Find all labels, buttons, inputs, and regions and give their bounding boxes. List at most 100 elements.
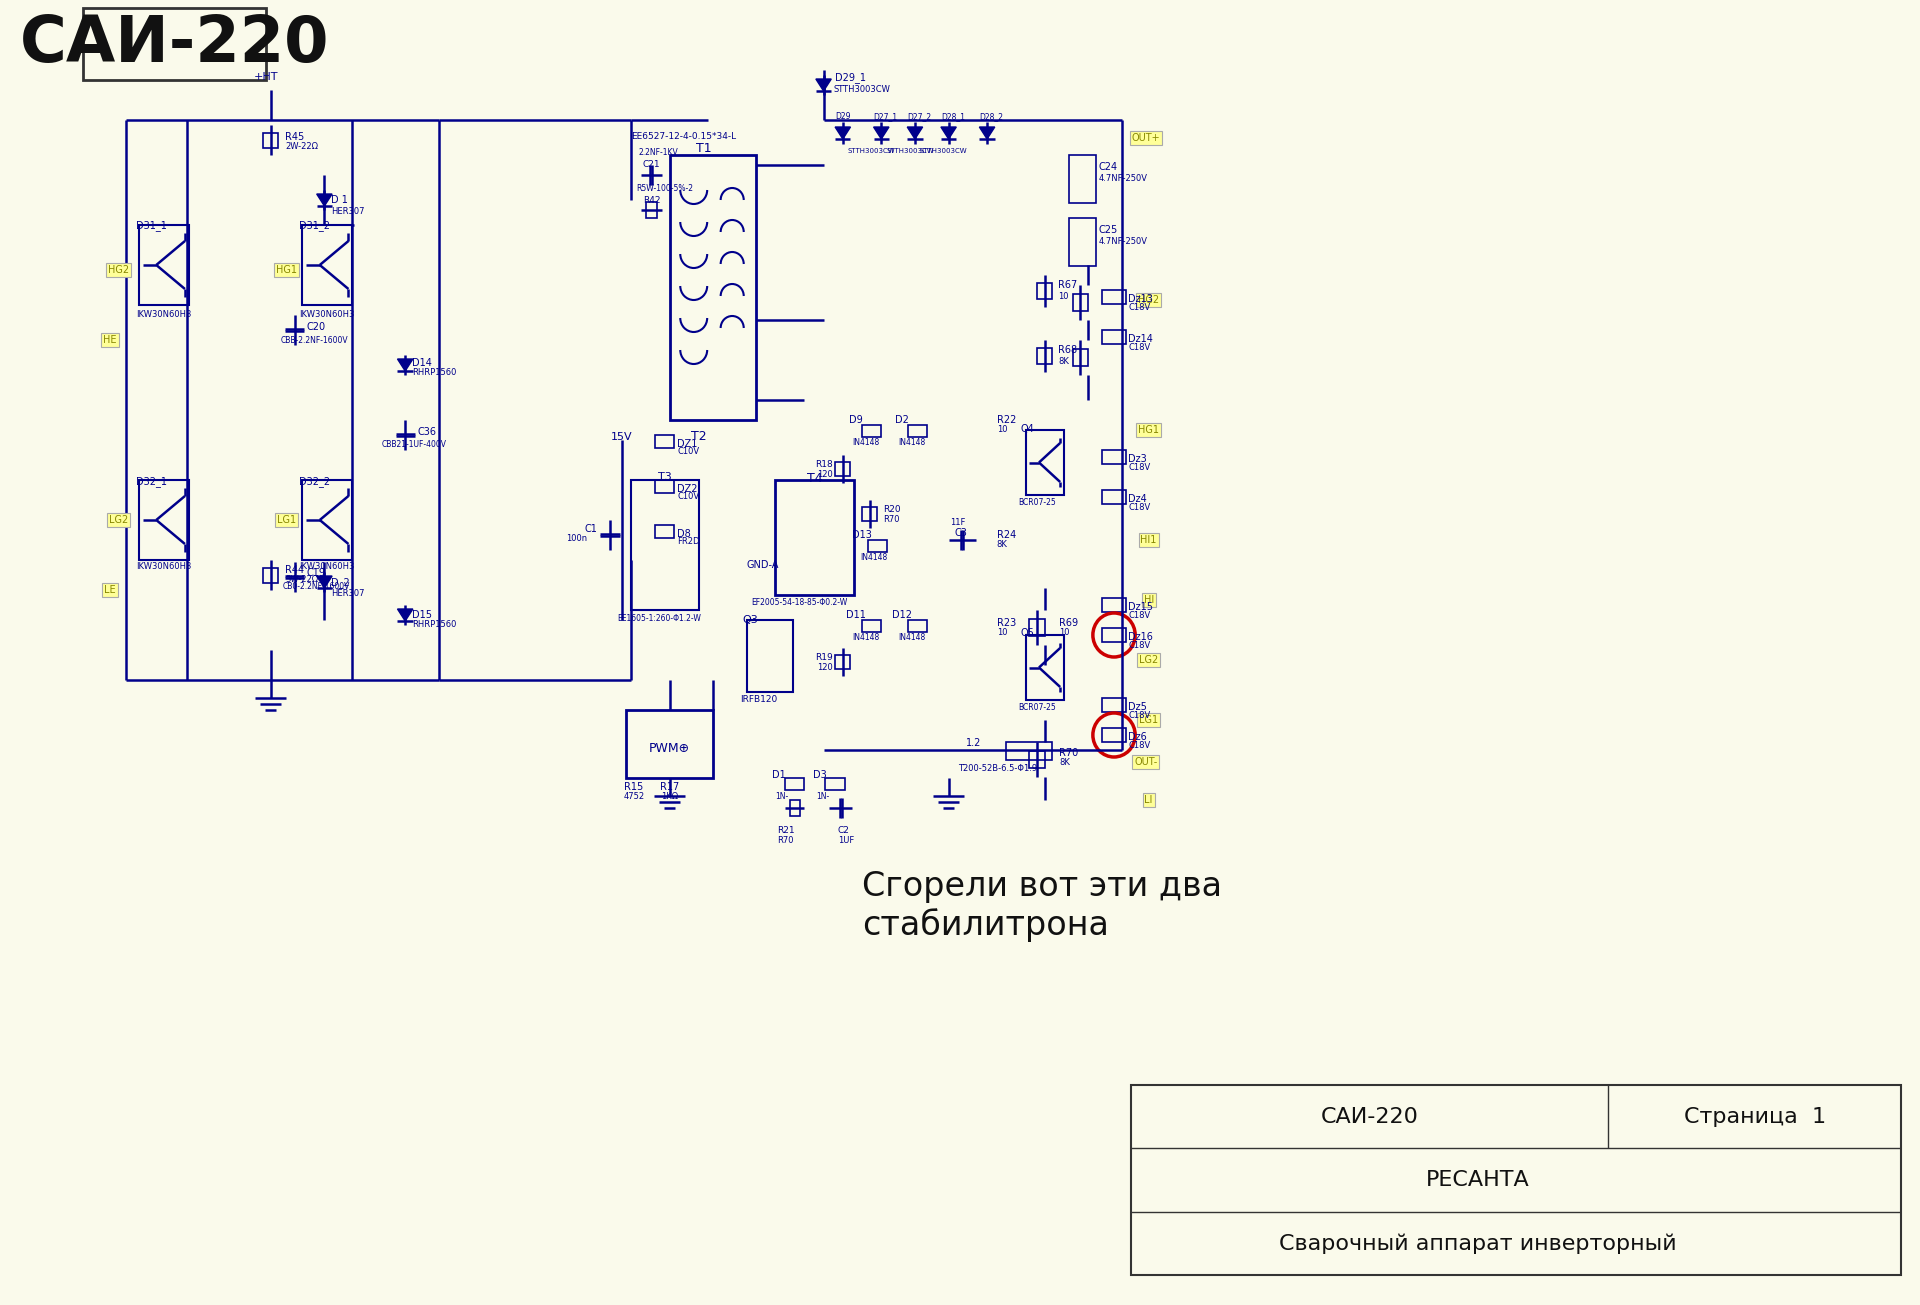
Text: 15V: 15V	[611, 432, 632, 442]
Bar	[138, 480, 188, 560]
Text: PWM⊕: PWM⊕	[649, 743, 691, 756]
Text: 11F: 11F	[950, 518, 966, 527]
Text: Dz15: Dz15	[1129, 602, 1154, 612]
Text: IKW30N60H3: IKW30N60H3	[300, 562, 355, 572]
Bar	[83, 8, 265, 80]
Bar	[1037, 283, 1052, 299]
Text: C18V: C18V	[1129, 711, 1150, 720]
Bar	[1102, 330, 1125, 345]
Bar	[868, 540, 887, 552]
Text: EE1605-1:260-Φ1.2-W: EE1605-1:260-Φ1.2-W	[616, 613, 701, 622]
Text: R42: R42	[643, 196, 660, 205]
Text: D29: D29	[835, 112, 851, 121]
Text: R70: R70	[1060, 748, 1079, 758]
Bar	[1102, 290, 1125, 304]
Text: Dz14: Dz14	[1129, 334, 1154, 345]
Text: 4.7NF-250V: 4.7NF-250V	[1098, 238, 1148, 247]
Bar	[1073, 348, 1089, 367]
Text: D3: D3	[812, 770, 828, 780]
Text: LI: LI	[1144, 795, 1152, 805]
Text: STTH3003CW: STTH3003CW	[847, 147, 895, 154]
Text: C24: C24	[1098, 162, 1117, 172]
Text: RHRP1560: RHRP1560	[413, 368, 457, 377]
Bar	[785, 778, 804, 790]
Text: IKW30N60H3: IKW30N60H3	[300, 311, 355, 318]
Text: LG2: LG2	[109, 515, 129, 525]
Bar	[1102, 450, 1125, 465]
Text: 1N-: 1N-	[816, 792, 829, 801]
Text: IKW30N60H3: IKW30N60H3	[136, 311, 192, 318]
Bar	[632, 480, 699, 609]
Text: HI1: HI1	[1140, 535, 1158, 545]
Polygon shape	[397, 359, 413, 371]
Bar	[1025, 431, 1064, 495]
Text: C18V: C18V	[1129, 343, 1150, 352]
Text: D 1: D 1	[330, 194, 348, 205]
Bar	[862, 620, 881, 632]
Bar	[747, 620, 793, 692]
Bar	[862, 425, 881, 437]
Bar	[1029, 619, 1044, 637]
Text: EF2005-54-18-85-Φ0.2-W: EF2005-54-18-85-Φ0.2-W	[751, 598, 849, 607]
Bar	[1037, 348, 1052, 364]
Text: D27_2: D27_2	[908, 112, 931, 121]
Text: CB0-2.2NF-1600V: CB0-2.2NF-1600V	[282, 582, 351, 591]
Bar	[1073, 294, 1089, 312]
Bar	[908, 620, 927, 632]
Text: R44: R44	[284, 565, 303, 576]
Text: C18V: C18V	[1129, 741, 1150, 750]
Text: C21: C21	[643, 161, 660, 170]
Text: 1KΩ: 1KΩ	[660, 792, 678, 801]
Text: HI: HI	[1144, 595, 1154, 606]
Text: D31_2: D31_2	[300, 221, 330, 231]
Text: STTH3003CW: STTH3003CW	[833, 85, 891, 94]
Text: D28_1: D28_1	[941, 112, 966, 121]
Bar	[655, 435, 674, 448]
Text: 8K: 8K	[1058, 358, 1069, 365]
Bar	[263, 568, 278, 582]
Text: Q3: Q3	[743, 615, 758, 625]
Text: R21: R21	[778, 826, 795, 835]
Text: BCR07-25: BCR07-25	[1018, 499, 1056, 508]
Text: 8K: 8K	[1060, 758, 1069, 767]
Text: R5W-100-5%-2: R5W-100-5%-2	[636, 184, 693, 193]
Text: D_2: D_2	[330, 577, 349, 589]
Text: RHRP1560: RHRP1560	[413, 620, 457, 629]
Text: C36: C36	[419, 427, 436, 437]
Bar	[1069, 218, 1096, 266]
Text: Dz3: Dz3	[1129, 454, 1148, 465]
Polygon shape	[397, 609, 413, 621]
Text: D31_1: D31_1	[136, 221, 167, 231]
Text: 1UF: 1UF	[837, 837, 854, 846]
Text: T1: T1	[695, 142, 710, 155]
Bar	[835, 655, 851, 669]
Text: D1: D1	[772, 770, 785, 780]
Text: 10: 10	[996, 628, 1008, 637]
Bar	[1102, 598, 1125, 612]
Bar	[263, 133, 278, 147]
Text: C2: C2	[837, 826, 851, 835]
Polygon shape	[317, 194, 332, 206]
Text: R68: R68	[1058, 345, 1077, 355]
Text: CBB21-1UF-400V: CBB21-1UF-400V	[382, 440, 445, 449]
Text: 1N-: 1N-	[776, 792, 789, 801]
Text: D9: D9	[849, 415, 864, 425]
Text: РЕСАНТА: РЕСАНТА	[1427, 1171, 1530, 1190]
Text: R20: R20	[883, 505, 900, 514]
Text: OUT-: OUT-	[1135, 757, 1158, 767]
Text: Dz4: Dz4	[1129, 495, 1148, 504]
Text: C1: C1	[586, 525, 597, 534]
Bar	[301, 480, 351, 560]
Bar	[1025, 636, 1064, 699]
Text: Q5: Q5	[1021, 628, 1035, 638]
Text: Dz6: Dz6	[1129, 732, 1148, 743]
Text: DZ1: DZ1	[678, 438, 697, 449]
Text: Сгорели вот эти два
стабилитрона: Сгорели вот эти два стабилитрона	[862, 870, 1221, 942]
Text: D12: D12	[893, 609, 912, 620]
Text: D28_2: D28_2	[979, 112, 1004, 121]
Text: C10V: C10V	[678, 492, 699, 501]
Bar	[626, 710, 712, 778]
Text: DZ2: DZ2	[678, 484, 697, 495]
Polygon shape	[835, 127, 851, 140]
Text: 10: 10	[1058, 292, 1069, 301]
